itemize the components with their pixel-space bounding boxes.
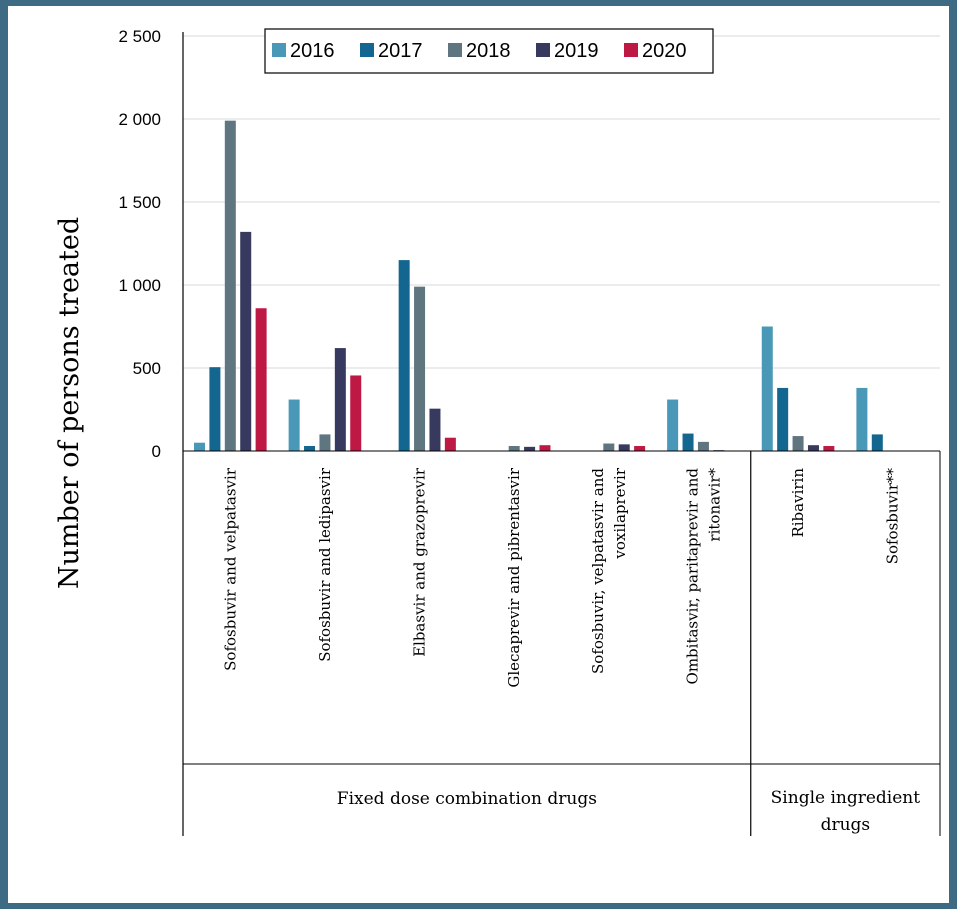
bar-2018 xyxy=(603,443,615,451)
bar-2016 xyxy=(667,399,679,451)
bar-2017 xyxy=(398,260,410,451)
bar-2016 xyxy=(194,442,206,451)
category-label: Ombitasvir, paritaprevir and xyxy=(683,468,701,685)
bar-2019 xyxy=(334,348,346,451)
bar-2017 xyxy=(304,446,316,451)
bar-2017 xyxy=(777,387,789,451)
legend-box xyxy=(264,28,714,74)
legend-swatch-2020 xyxy=(624,43,638,57)
bar-2016 xyxy=(288,399,300,451)
legend-label: 2020 xyxy=(642,40,687,62)
category-label: Glecaprevir and pibrentasvir xyxy=(505,467,523,687)
y-tick-label: 1 500 xyxy=(118,193,161,212)
category-label: voxilaprevir xyxy=(611,467,629,559)
group-label: Single ingredient xyxy=(771,788,921,808)
bar-2017 xyxy=(682,433,694,451)
bar-2018 xyxy=(508,446,520,451)
bar-chart: 0 500 1 000 1 500 2 000 2 500 Fixed dose combi… xyxy=(54,27,941,836)
legend-swatch-2017 xyxy=(360,43,374,57)
bar-2019 xyxy=(240,231,252,451)
bar-2019 xyxy=(429,408,441,451)
bar-2020 xyxy=(634,446,646,451)
bar-2018 xyxy=(224,120,236,451)
bar-2017 xyxy=(871,434,883,451)
bar-2019 xyxy=(618,444,630,451)
legend-label: 2017 xyxy=(378,40,423,62)
category-label: Sofosbuvir, velpatasvir and xyxy=(589,468,607,674)
category-label: Elbasvir and grazoprevir xyxy=(411,467,429,657)
bar-2020 xyxy=(255,308,267,451)
group-label: drugs xyxy=(821,815,871,835)
legend-swatch-2018 xyxy=(448,43,462,57)
bar-2019 xyxy=(524,446,536,451)
legend-swatch-2016 xyxy=(272,43,286,57)
bar-2020 xyxy=(823,446,835,451)
chart-frame: 0 500 1 000 1 500 2 000 2 500 Fixed dose combi… xyxy=(8,6,949,903)
bar-2016 xyxy=(856,387,868,451)
category-label: Sofosbuvir** xyxy=(884,468,902,565)
y-tick-label: 0 xyxy=(152,442,161,461)
y-tick-label: 1 000 xyxy=(118,276,161,295)
bar-2017 xyxy=(209,367,221,451)
bar-2018 xyxy=(792,436,804,451)
bar-2020 xyxy=(539,445,551,451)
bar-2019 xyxy=(807,445,819,451)
legend-label: 2019 xyxy=(554,40,599,62)
bar-2018 xyxy=(697,441,709,451)
y-tick-label: 2 000 xyxy=(118,110,161,129)
y-tick-label: 2 500 xyxy=(118,27,161,46)
legend-swatch-2019 xyxy=(536,43,550,57)
bar-2020 xyxy=(350,375,362,451)
category-label: ritonavir* xyxy=(705,468,723,542)
y-tick-label: 500 xyxy=(133,359,161,378)
category-label: Sofosbuvir and ledipasvir xyxy=(316,467,334,662)
legend-label: 2018 xyxy=(466,40,511,62)
category-label: Sofosbuvir and velpatasvir xyxy=(221,467,239,671)
group-label: Fixed dose combination drugs xyxy=(337,789,597,809)
bar-2020 xyxy=(444,437,456,451)
legend-label: 2016 xyxy=(290,40,335,62)
bar-2018 xyxy=(319,434,331,451)
bar-2018 xyxy=(414,286,426,451)
category-label: Ribavirin xyxy=(789,468,807,538)
bar-2016 xyxy=(761,326,773,451)
y-axis-title: Number of persons treated xyxy=(54,217,85,589)
